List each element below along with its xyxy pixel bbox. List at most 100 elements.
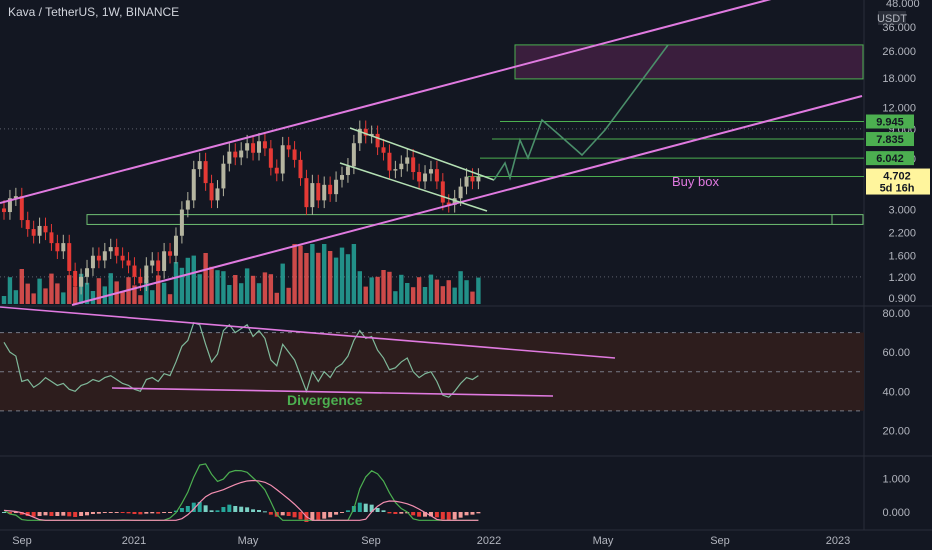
channel-lower-line[interactable] <box>71 95 863 306</box>
volume-bar <box>286 287 291 304</box>
volume-bar <box>233 275 238 304</box>
volume-bar <box>339 247 345 304</box>
candle-body <box>185 200 190 210</box>
target-zone-box[interactable] <box>514 44 864 80</box>
macd-histogram-bar <box>452 512 457 520</box>
candle-body <box>55 243 60 252</box>
candle-body <box>434 169 439 182</box>
volume-bar <box>96 278 102 304</box>
time-axis-tick: 2022 <box>477 535 501 547</box>
macd-histogram-bar <box>470 512 475 515</box>
current-price-tag <box>866 168 930 195</box>
candle-body <box>191 169 196 201</box>
macd-histogram-bar <box>434 512 439 518</box>
candle-body <box>375 133 380 148</box>
volume-bar <box>72 287 78 304</box>
candle-body <box>96 255 101 261</box>
candle-body <box>150 260 155 266</box>
volume-bar <box>179 267 185 304</box>
macd-histogram-bar <box>476 512 481 514</box>
wedge-upper-line[interactable] <box>349 127 495 181</box>
volume-bar <box>458 271 463 304</box>
macd-histogram-bar <box>310 512 315 520</box>
volume-bar <box>476 277 481 304</box>
volume-bar <box>393 291 398 304</box>
level-price-tag <box>866 151 914 166</box>
candle-body <box>61 243 66 252</box>
macd-histogram-bar <box>43 512 48 516</box>
macd-histogram-bar <box>102 512 107 513</box>
volume-bar <box>120 291 125 304</box>
candle-body <box>387 152 392 171</box>
candle-body <box>446 202 451 205</box>
candle-body <box>292 149 297 160</box>
macd-histogram-bar <box>25 512 30 516</box>
support-zone-box[interactable] <box>86 214 864 225</box>
macd-histogram-bar <box>316 512 321 521</box>
rsi-divergence-line[interactable] <box>111 387 554 397</box>
candle-body <box>233 151 238 158</box>
price-axis-tick: 36.000 <box>882 22 916 34</box>
candle-body <box>245 143 250 151</box>
macd-axis-tick: 1.000 <box>882 474 910 486</box>
macd-histogram-bar <box>363 503 368 512</box>
current-price-countdown: 5d 16h <box>880 183 915 195</box>
macd-histogram-bar <box>209 510 214 512</box>
volume-bar <box>292 244 297 304</box>
candle-body <box>203 161 208 184</box>
candle-body <box>280 145 285 174</box>
macd-histogram-bar <box>67 512 72 517</box>
volume-bar <box>7 277 13 304</box>
candle-body <box>209 183 214 201</box>
time-axis-tick: May <box>593 535 614 547</box>
volume-bar <box>428 274 434 304</box>
volume-bar <box>55 283 60 304</box>
candle-body <box>286 145 291 150</box>
macd-histogram-bar <box>345 510 350 512</box>
volume-bar <box>227 285 232 304</box>
candle-body <box>90 255 95 269</box>
candle-body <box>298 159 303 179</box>
macd-histogram-bar <box>191 502 196 512</box>
price-axis-tick: 18.000 <box>882 73 916 85</box>
macd-histogram-bar <box>328 512 333 518</box>
candle-body <box>179 209 184 236</box>
volume-bar <box>197 274 202 304</box>
macd-histogram-bar <box>168 512 173 513</box>
candle-body <box>43 225 48 233</box>
macd-histogram-bar <box>423 512 428 517</box>
volume-bar <box>405 283 410 304</box>
volume-bar <box>464 280 469 304</box>
macd-histogram-bar <box>55 512 60 516</box>
wedge-lower-line[interactable] <box>339 162 488 212</box>
volume-bar <box>13 290 19 304</box>
rsi-axis-tick: 60.00 <box>882 347 910 359</box>
candle-body <box>25 220 30 230</box>
candle-body <box>2 208 6 213</box>
volume-bar <box>327 251 333 304</box>
macd-histogram-bar <box>173 510 178 512</box>
volume-bar <box>250 275 256 304</box>
candle-body <box>173 235 178 256</box>
volume-bar <box>108 273 113 304</box>
projection-path[interactable] <box>493 44 669 181</box>
channel-upper-line[interactable] <box>0 0 775 204</box>
volume-bar <box>369 277 374 304</box>
candle-body <box>49 232 54 244</box>
volume-bar <box>304 253 309 304</box>
volume-bar <box>185 257 191 304</box>
volume-bar <box>440 286 446 304</box>
volume-bar <box>452 287 457 304</box>
rsi-trendline-upper[interactable] <box>0 306 616 359</box>
candle-body <box>19 196 24 221</box>
candle-body <box>340 175 345 180</box>
macd-histogram-bar <box>126 512 131 514</box>
candle-body <box>304 178 309 208</box>
macd-histogram-bar <box>221 507 226 512</box>
volume-bar <box>351 244 357 304</box>
macd-histogram-bar <box>233 506 238 512</box>
macd-histogram-bar <box>286 512 291 516</box>
candle-body <box>411 157 416 173</box>
macd-histogram-bar <box>256 510 261 512</box>
